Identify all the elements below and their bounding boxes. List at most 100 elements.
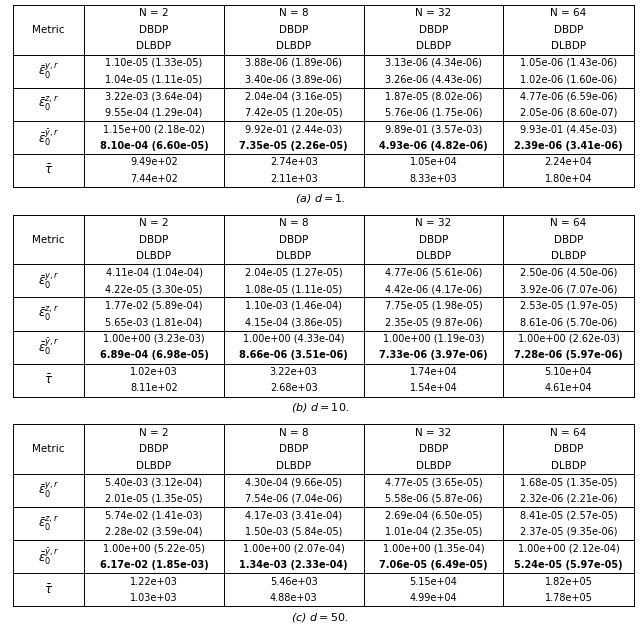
Text: N = 8: N = 8 [279, 428, 308, 438]
Text: DLBDP: DLBDP [416, 461, 451, 471]
Text: 1.50e-03 (5.84e-05): 1.50e-03 (5.84e-05) [245, 527, 342, 537]
Text: 5.65e-03 (1.81e-04): 5.65e-03 (1.81e-04) [106, 317, 203, 327]
Text: 6.89e-04 (6.98e-05): 6.89e-04 (6.98e-05) [100, 350, 209, 360]
Text: $\bar{\varepsilon}_0^{y,r}$: $\bar{\varepsilon}_0^{y,r}$ [38, 61, 59, 81]
Text: 1.01e-04 (2.35e-05): 1.01e-04 (2.35e-05) [385, 527, 482, 537]
Text: $\bar{\varepsilon}_0^{z,r}$: $\bar{\varepsilon}_0^{z,r}$ [38, 305, 59, 323]
Text: DBDP: DBDP [419, 444, 448, 454]
Text: 8.61e-06 (5.70e-06): 8.61e-06 (5.70e-06) [520, 317, 617, 327]
Text: DLBDP: DLBDP [276, 251, 311, 261]
Text: 8.66e-06 (3.51e-06): 8.66e-06 (3.51e-06) [239, 350, 348, 360]
Text: DBDP: DBDP [419, 25, 448, 35]
Text: 1.10e-03 (1.46e-04): 1.10e-03 (1.46e-04) [245, 301, 342, 310]
Text: 1.82e+05: 1.82e+05 [545, 577, 593, 587]
Text: 6.17e-02 (1.85e-03): 6.17e-02 (1.85e-03) [100, 560, 209, 570]
Text: 3.13e-06 (4.34e-06): 3.13e-06 (4.34e-06) [385, 58, 482, 68]
Text: 4.30e-04 (9.66e-05): 4.30e-04 (9.66e-05) [245, 477, 342, 487]
Text: 4.77e-06 (5.61e-06): 4.77e-06 (5.61e-06) [385, 268, 482, 278]
Text: DLBDP: DLBDP [551, 251, 586, 261]
Text: 2.39e-06 (3.41e-06): 2.39e-06 (3.41e-06) [514, 141, 623, 151]
Text: 1.77e-02 (5.89e-04): 1.77e-02 (5.89e-04) [106, 301, 203, 310]
Text: 4.61e+04: 4.61e+04 [545, 384, 592, 393]
Text: $\bar{\tau}$: $\bar{\tau}$ [44, 583, 53, 596]
Text: 1.68e-05 (1.35e-05): 1.68e-05 (1.35e-05) [520, 477, 617, 487]
Text: N = 32: N = 32 [415, 428, 451, 438]
Text: 7.54e-06 (7.04e-06): 7.54e-06 (7.04e-06) [245, 494, 342, 504]
Text: 5.10e+04: 5.10e+04 [545, 367, 592, 377]
Text: DLBDP: DLBDP [276, 461, 311, 471]
Text: 1.10e-05 (1.33e-05): 1.10e-05 (1.33e-05) [106, 58, 203, 68]
Text: 1.05e-06 (1.43e-06): 1.05e-06 (1.43e-06) [520, 58, 617, 68]
Text: DBDP: DBDP [554, 25, 583, 35]
Text: 8.33e+03: 8.33e+03 [410, 174, 457, 184]
Text: N = 8: N = 8 [279, 8, 308, 18]
Text: N = 64: N = 64 [550, 8, 586, 18]
Text: 1.00e+00 (2.12e-04): 1.00e+00 (2.12e-04) [518, 543, 620, 553]
Text: 1.00e+00 (5.22e-05): 1.00e+00 (5.22e-05) [103, 543, 205, 553]
Text: DLBDP: DLBDP [276, 42, 311, 51]
Text: DLBDP: DLBDP [416, 42, 451, 51]
Text: 9.55e-04 (1.29e-04): 9.55e-04 (1.29e-04) [106, 107, 203, 117]
Text: 2.37e-05 (9.35e-06): 2.37e-05 (9.35e-06) [520, 527, 617, 537]
Text: 2.32e-06 (2.21e-06): 2.32e-06 (2.21e-06) [520, 494, 617, 504]
Text: DBDP: DBDP [279, 235, 308, 245]
Text: DBDP: DBDP [140, 444, 169, 454]
Text: 2.69e-04 (6.50e-05): 2.69e-04 (6.50e-05) [385, 510, 482, 521]
Text: 4.22e-05 (3.30e-05): 4.22e-05 (3.30e-05) [106, 284, 203, 294]
Text: $\bar{\varepsilon}_0^{y,r}$: $\bar{\varepsilon}_0^{y,r}$ [38, 481, 59, 500]
Text: $\bar{\varepsilon}_0^{\bar{y},r}$: $\bar{\varepsilon}_0^{\bar{y},r}$ [38, 127, 59, 148]
Text: DBDP: DBDP [554, 444, 583, 454]
Text: $\bar{\varepsilon}_0^{z,r}$: $\bar{\varepsilon}_0^{z,r}$ [38, 95, 59, 114]
Text: 1.34e-03 (2.33e-04): 1.34e-03 (2.33e-04) [239, 560, 348, 570]
Text: N = 32: N = 32 [415, 218, 451, 228]
Text: N = 2: N = 2 [140, 218, 169, 228]
Text: 8.11e+02: 8.11e+02 [130, 384, 178, 393]
Text: 4.77e-05 (3.65e-05): 4.77e-05 (3.65e-05) [385, 477, 482, 487]
Text: Metric: Metric [32, 444, 65, 454]
Text: 1.00e+00 (4.33e-04): 1.00e+00 (4.33e-04) [243, 334, 344, 344]
Text: 7.44e+02: 7.44e+02 [130, 174, 178, 184]
Text: (b) $d = 10$.: (b) $d = 10$. [291, 401, 349, 415]
Text: 2.28e-02 (3.59e-04): 2.28e-02 (3.59e-04) [106, 527, 203, 537]
Text: 1.22e+03: 1.22e+03 [130, 577, 178, 587]
Text: 1.02e-06 (1.60e-06): 1.02e-06 (1.60e-06) [520, 74, 617, 85]
Text: 3.88e-06 (1.89e-06): 3.88e-06 (1.89e-06) [245, 58, 342, 68]
Text: 5.58e-06 (5.87e-06): 5.58e-06 (5.87e-06) [385, 494, 482, 504]
Text: DBDP: DBDP [140, 235, 169, 245]
Text: 7.33e-06 (3.97e-06): 7.33e-06 (3.97e-06) [379, 350, 488, 360]
Text: 8.10e-04 (6.60e-05): 8.10e-04 (6.60e-05) [100, 141, 209, 151]
Text: 1.05e+04: 1.05e+04 [410, 157, 457, 167]
Text: 1.04e-05 (1.11e-05): 1.04e-05 (1.11e-05) [106, 74, 203, 85]
Text: 5.74e-02 (1.41e-03): 5.74e-02 (1.41e-03) [106, 510, 203, 521]
Text: 3.26e-06 (4.43e-06): 3.26e-06 (4.43e-06) [385, 74, 482, 85]
Text: 2.24e+04: 2.24e+04 [545, 157, 593, 167]
Text: 1.08e-05 (1.11e-05): 1.08e-05 (1.11e-05) [245, 284, 342, 294]
Text: $\bar{\tau}$: $\bar{\tau}$ [44, 163, 53, 177]
Text: N = 64: N = 64 [550, 428, 586, 438]
Text: 1.78e+05: 1.78e+05 [545, 593, 593, 603]
Text: 5.76e-06 (1.75e-06): 5.76e-06 (1.75e-06) [385, 107, 482, 117]
Text: N = 2: N = 2 [140, 8, 169, 18]
Text: Metric: Metric [32, 25, 65, 35]
Text: N = 32: N = 32 [415, 8, 451, 18]
Text: 7.42e-05 (1.20e-05): 7.42e-05 (1.20e-05) [245, 107, 342, 117]
Text: 5.40e-03 (3.12e-04): 5.40e-03 (3.12e-04) [106, 477, 203, 487]
Text: 5.15e+04: 5.15e+04 [410, 577, 458, 587]
Text: 7.35e-05 (2.26e-05): 7.35e-05 (2.26e-05) [239, 141, 348, 151]
Text: 2.35e-05 (9.87e-06): 2.35e-05 (9.87e-06) [385, 317, 482, 327]
Text: 2.04e-05 (1.27e-05): 2.04e-05 (1.27e-05) [245, 268, 342, 278]
Text: 1.00e+00 (1.35e-04): 1.00e+00 (1.35e-04) [383, 543, 484, 553]
Text: 1.00e+00 (3.23e-03): 1.00e+00 (3.23e-03) [103, 334, 205, 344]
Text: DBDP: DBDP [419, 235, 448, 245]
Text: 4.11e-04 (1.04e-04): 4.11e-04 (1.04e-04) [106, 268, 202, 278]
Text: 2.68e+03: 2.68e+03 [270, 384, 317, 393]
Text: 1.02e+03: 1.02e+03 [130, 367, 178, 377]
Text: DLBDP: DLBDP [136, 42, 172, 51]
Text: $\bar{\tau}$: $\bar{\tau}$ [44, 374, 53, 387]
Text: 2.04e-04 (3.16e-05): 2.04e-04 (3.16e-05) [245, 91, 342, 101]
Text: 4.77e-06 (6.59e-06): 4.77e-06 (6.59e-06) [520, 91, 617, 101]
Text: 5.46e+03: 5.46e+03 [270, 577, 317, 587]
Text: N = 2: N = 2 [140, 428, 169, 438]
Text: N = 64: N = 64 [550, 218, 586, 228]
Text: (c) $d = 50$.: (c) $d = 50$. [291, 611, 349, 624]
